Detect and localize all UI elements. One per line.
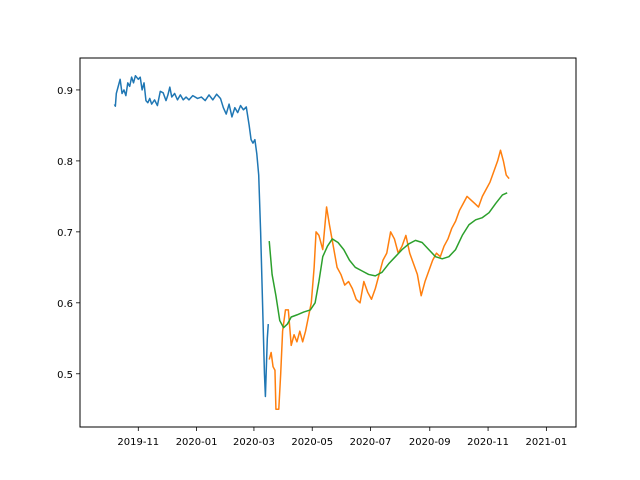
series-line-1 bbox=[113, 74, 270, 398]
y-tick-label: 0.5 bbox=[57, 370, 73, 381]
plot-area bbox=[113, 74, 510, 411]
x-axis: 2019-11 2020-01 2020-03 2020-05 2020-07 2020-… bbox=[117, 427, 567, 448]
x-tick-label: 2020-01 bbox=[176, 437, 218, 448]
axes-frame bbox=[79, 57, 577, 428]
x-tick-label: 2020-05 bbox=[291, 437, 333, 448]
x-tick-label: 2021-01 bbox=[525, 437, 567, 448]
series-line-3 bbox=[268, 192, 508, 329]
x-tick-label: 2020-03 bbox=[233, 437, 275, 448]
x-tick-label: 2020-07 bbox=[350, 437, 392, 448]
y-tick-label: 0.9 bbox=[57, 86, 73, 97]
x-tick-label: 2020-09 bbox=[409, 437, 451, 448]
y-tick-label: 0.6 bbox=[57, 299, 73, 310]
y-axis: 0.5 0.6 0.7 0.8 0.9 bbox=[57, 86, 80, 381]
y-tick-label: 0.7 bbox=[57, 228, 73, 239]
x-tick-label: 2019-11 bbox=[117, 437, 159, 448]
series-line-2 bbox=[268, 149, 510, 411]
x-tick-label: 2020-11 bbox=[467, 437, 509, 448]
y-tick-label: 0.8 bbox=[57, 157, 73, 168]
